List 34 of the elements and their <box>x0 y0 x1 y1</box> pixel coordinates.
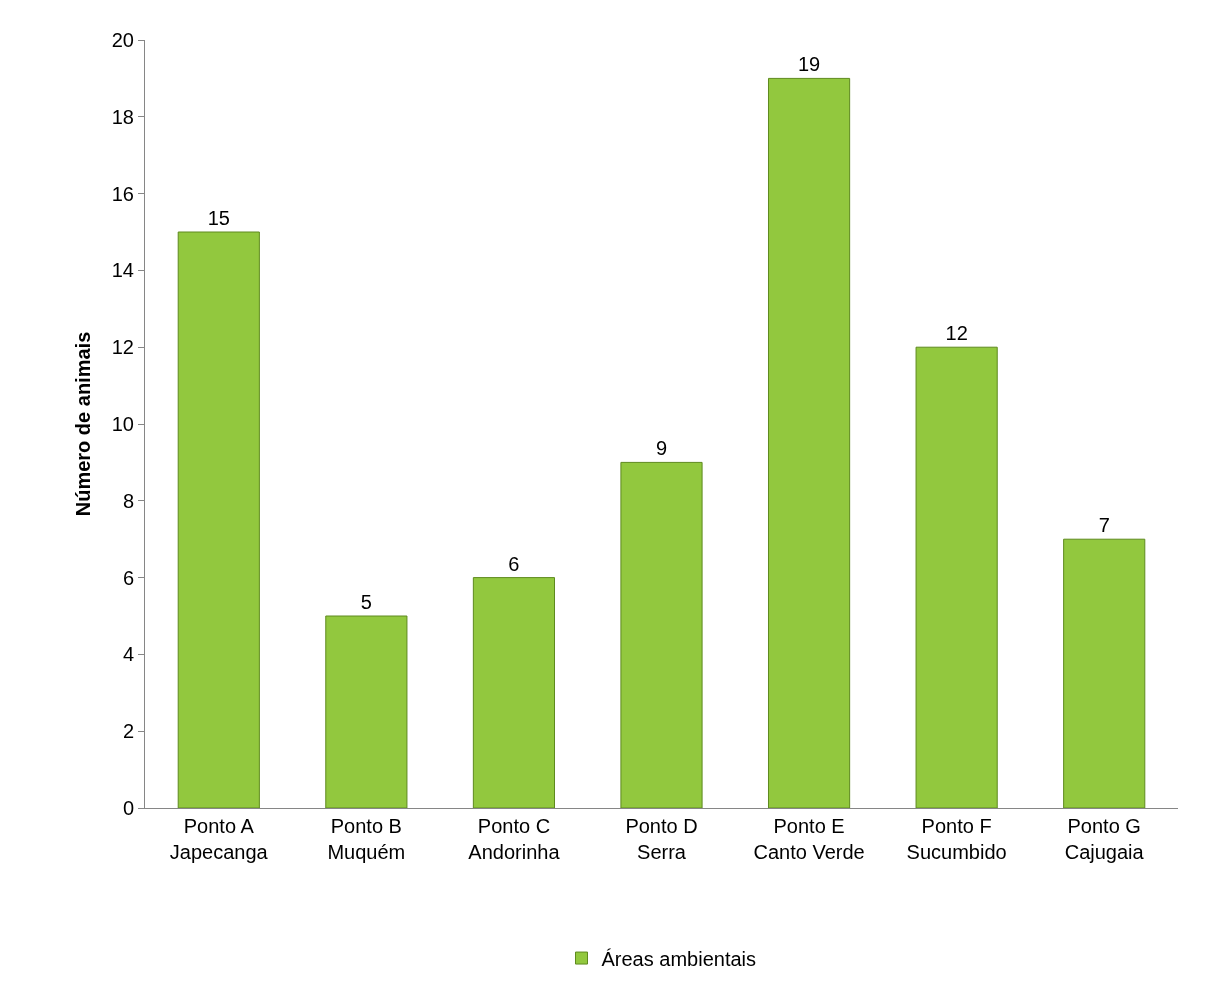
y-tick-label: 2 <box>122 720 134 743</box>
data-label: 5 <box>360 591 372 613</box>
data-label: 6 <box>508 552 520 575</box>
data-label: 12 <box>945 322 968 345</box>
x-tick-label: Ponto F Sucumbido <box>906 815 1007 863</box>
bar <box>472 577 556 808</box>
data-label: 7 <box>1098 514 1110 537</box>
data-label: 9 <box>655 437 668 460</box>
x-tick-label: Ponto A Japecanga <box>169 815 269 863</box>
y-tick-label: 0 <box>122 797 134 819</box>
bar <box>177 231 260 808</box>
x-tick-label: Ponto B Muquém <box>327 815 406 863</box>
y-tick-label: 10 <box>111 413 134 435</box>
bar <box>325 615 408 808</box>
data-label: 19 <box>797 53 821 76</box>
legend-label: Áreas ambientais <box>601 947 757 970</box>
x-tick-label: Ponto G Cajugaia <box>1064 815 1145 863</box>
x-tick-label: Ponto C Andorinha <box>468 815 561 863</box>
y-tick-label: 18 <box>111 105 134 128</box>
y-tick-label: 20 <box>111 29 134 51</box>
y-tick-label: 4 <box>122 643 134 666</box>
x-tick-label: Ponto D Serra <box>625 815 698 863</box>
bar <box>767 77 851 808</box>
y-tick-label: 16 <box>111 182 134 205</box>
y-axis-title: Número de animais <box>72 331 95 517</box>
data-label: 15 <box>207 207 230 229</box>
y-tick-label: 12 <box>111 336 134 359</box>
y-tick-label: 8 <box>122 489 134 512</box>
x-tick-label: Ponto E Canto Verde <box>753 815 865 863</box>
bar <box>620 461 703 808</box>
y-tick-label: 14 <box>111 259 134 282</box>
bar <box>1063 538 1146 808</box>
bar <box>915 346 998 808</box>
y-tick-label: 6 <box>122 566 134 589</box>
